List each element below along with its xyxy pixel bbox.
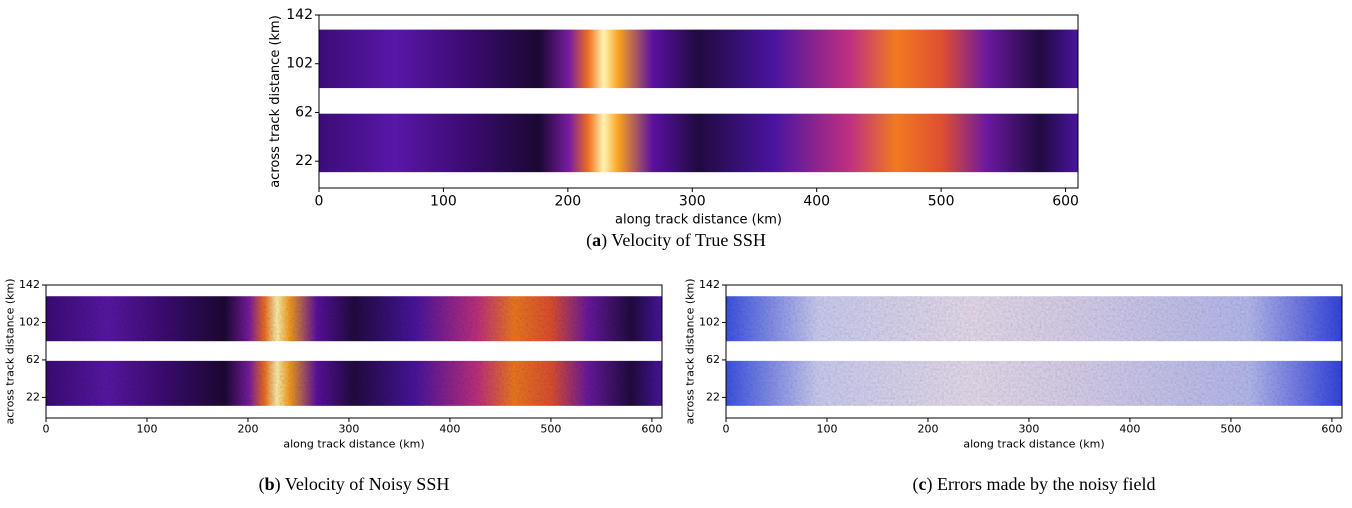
x-tick-label: 500 [928, 193, 955, 209]
y-axis-label: across track distance (km) [683, 278, 696, 424]
x-tick-label: 100 [816, 423, 837, 436]
y-tick-label: 102 [19, 315, 40, 328]
x-tick-label: 600 [641, 423, 662, 436]
x-tick-label: 200 [554, 193, 581, 209]
x-axis-label: along track distance (km) [963, 438, 1104, 451]
y-axis-label: across track distance (km) [268, 15, 283, 188]
x-tick-label: 400 [439, 423, 460, 436]
y-axis-label: across track distance (km) [3, 278, 16, 424]
x-tick-label: 100 [136, 423, 157, 436]
plot-frame [45, 284, 663, 419]
caption: (b) Velocity of Noisy SSH [259, 474, 450, 495]
y-tick-label: 142 [286, 7, 313, 23]
y-tick-label: 142 [699, 278, 720, 291]
y-tick-label: 62 [706, 353, 720, 366]
y-tick-label: 102 [286, 56, 313, 72]
x-tick-label: 200 [237, 423, 258, 436]
x-tick-label: 400 [1119, 423, 1140, 436]
x-tick-label: 0 [315, 193, 324, 209]
y-tick-label: 142 [19, 278, 40, 291]
swath [319, 29, 1078, 89]
swath-noise [726, 360, 1342, 406]
plot-frame [318, 14, 1079, 189]
caption: (a) Velocity of True SSH [586, 230, 766, 251]
panel: 0 100 200 300 400 500 600 22 62 102 142 along track… [3, 278, 663, 495]
panel: 0 100 200 300 400 500 600 22 62 102 142 along track… [683, 278, 1343, 495]
x-tick-label: 500 [1220, 423, 1241, 436]
x-tick-label: 300 [338, 423, 359, 436]
caption: (c) Errors made by the noisy field [913, 474, 1156, 495]
caption-part: ( [913, 474, 919, 495]
x-tick-label: 600 [1052, 193, 1079, 209]
caption-part: ) Velocity of True SSH [601, 230, 766, 251]
x-tick-label: 600 [1321, 423, 1342, 436]
panel: 0 100 200 300 400 500 600 22 62 102 142 along track… [268, 7, 1079, 251]
x-tick-label: 200 [917, 423, 938, 436]
caption-part: ) Errors made by the noisy field [927, 474, 1156, 495]
x-axis-label: along track distance (km) [283, 438, 424, 451]
swath-noise [46, 296, 662, 342]
x-tick-label: 0 [723, 423, 730, 436]
y-tick-label: 102 [699, 315, 720, 328]
caption-part: ( [586, 230, 592, 251]
plot-frame [725, 284, 1343, 419]
x-tick-label: 400 [803, 193, 830, 209]
x-tick-label: 300 [679, 193, 706, 209]
y-tick-label: 62 [26, 353, 40, 366]
x-tick-label: 0 [43, 423, 50, 436]
y-tick-label: 62 [295, 104, 313, 120]
swath-noise [46, 360, 662, 406]
swath-noise [726, 296, 1342, 342]
y-tick-label: 22 [26, 390, 40, 403]
caption-part: b [265, 474, 275, 494]
caption-part: a [592, 230, 601, 250]
x-tick-label: 500 [540, 423, 561, 436]
y-tick-label: 22 [706, 390, 720, 403]
swath [319, 113, 1078, 173]
x-tick-label: 100 [430, 193, 457, 209]
x-tick-label: 300 [1018, 423, 1039, 436]
x-axis-label: along track distance (km) [615, 212, 782, 227]
caption-part: ) Velocity of Noisy SSH [275, 474, 450, 495]
caption-part: ( [259, 474, 265, 495]
y-tick-label: 22 [295, 153, 313, 169]
caption-part: c [919, 474, 927, 494]
